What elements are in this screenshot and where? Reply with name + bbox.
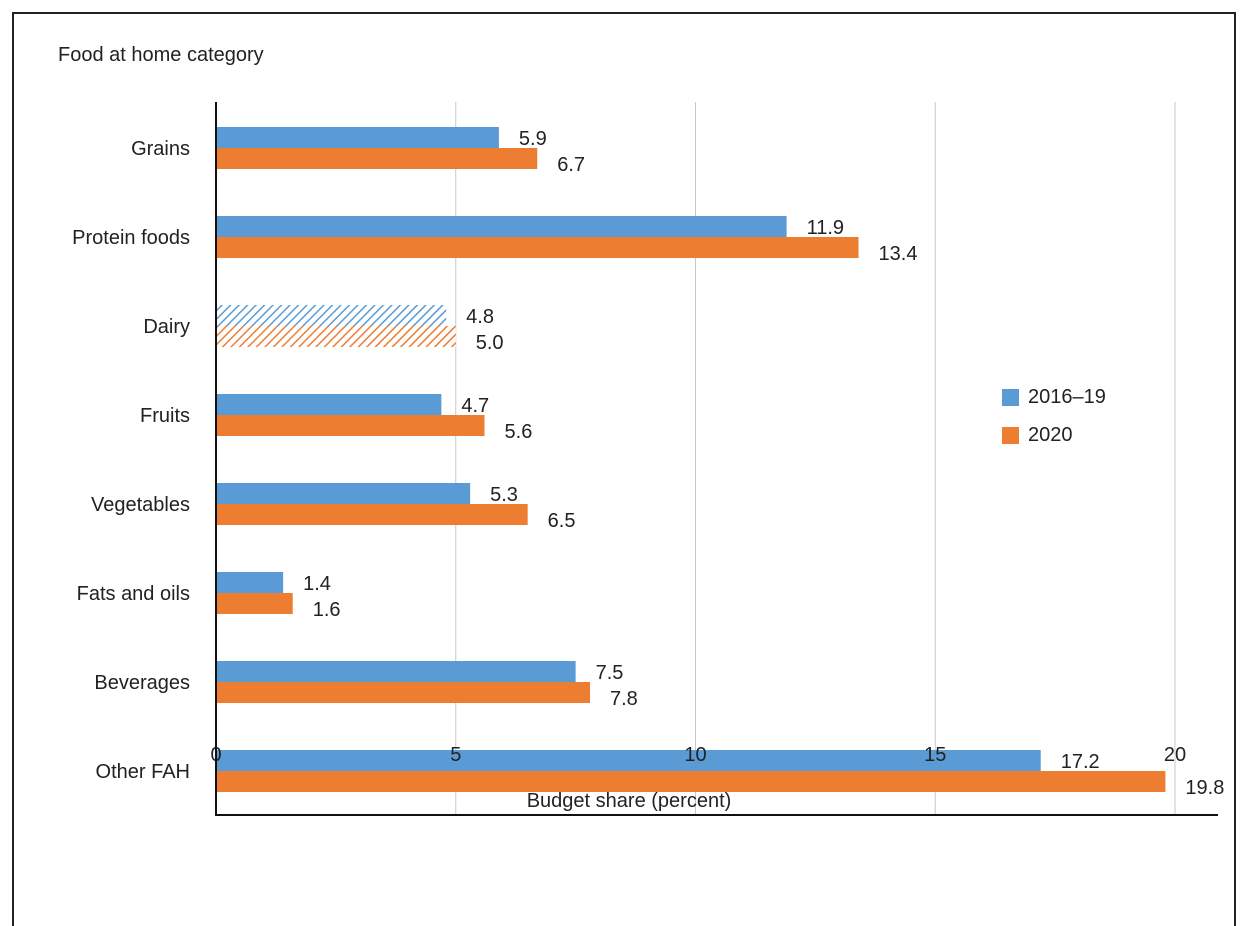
x-tick-label: 20	[1164, 744, 1186, 766]
chart-title: Food at home category	[58, 44, 264, 66]
category-label-dairy: Dairy	[143, 316, 190, 338]
bar-2016-19-fats-and-oils	[217, 572, 284, 593]
legend-label-2016-19: 2016–19	[1028, 385, 1106, 408]
legend-swatch-2016-19	[1002, 388, 1019, 406]
category-label-grains: Grains	[131, 138, 190, 160]
data-label-2016-19-other-fah: 17.2	[1061, 751, 1100, 773]
data-label-2016-19-vegetables: 5.3	[490, 484, 518, 506]
data-label-2016-19-grains: 5.9	[519, 128, 547, 150]
bar-2020-other-fah	[217, 771, 1166, 792]
legend-item-2020: 2020	[1002, 422, 1106, 448]
data-label-2016-19-beverages: 7.5	[596, 662, 624, 684]
bar-2016-19-protein-foods	[217, 216, 787, 237]
bar-2020-protein-foods	[217, 237, 859, 258]
data-label-2020-beverages: 7.8	[610, 688, 638, 710]
chart-frame	[12, 12, 1236, 926]
bar-2020-vegetables	[217, 504, 528, 525]
data-label-2020-other-fah: 19.8	[1185, 777, 1224, 799]
data-label-2020-fruits: 5.6	[505, 421, 533, 443]
bar-2016-19-grains	[217, 127, 499, 148]
legend-label-2020: 2020	[1028, 423, 1073, 446]
bar-2016-19-dairy	[217, 305, 447, 326]
x-tick-label: 15	[924, 744, 946, 766]
bar-2016-19-beverages	[217, 661, 576, 682]
bar-2016-19-other-fah	[217, 750, 1041, 771]
legend: 2016–19 2020	[1002, 384, 1106, 460]
bar-2020-grains	[217, 148, 538, 169]
data-label-2016-19-fruits: 4.7	[461, 395, 489, 417]
x-tick-label: 10	[684, 744, 706, 766]
bar-2020-beverages	[217, 682, 591, 703]
data-label-2020-dairy: 5.0	[476, 332, 504, 354]
bar-2016-19-fruits	[217, 394, 442, 415]
category-label-vegetables: Vegetables	[91, 494, 190, 516]
category-label-beverages: Beverages	[94, 672, 190, 694]
category-label-fats-and-oils: Fats and oils	[77, 583, 190, 605]
category-label-other-fah: Other FAH	[96, 761, 190, 783]
category-label-fruits: Fruits	[140, 405, 190, 427]
legend-item-2016-19: 2016–19	[1002, 384, 1106, 410]
data-label-2020-grains: 6.7	[557, 154, 585, 176]
data-label-2016-19-protein-foods: 11.9	[807, 217, 844, 239]
x-axis-title: Budget share (percent)	[526, 790, 732, 812]
bar-2020-fats-and-oils	[217, 593, 293, 614]
data-label-2016-19-dairy: 4.8	[466, 306, 494, 328]
data-label-2016-19-fats-and-oils: 1.4	[303, 573, 331, 595]
data-label-2020-fats-and-oils: 1.6	[313, 599, 341, 621]
data-label-2020-protein-foods: 13.4	[879, 243, 918, 265]
category-label-protein-foods: Protein foods	[72, 227, 190, 249]
legend-swatch-2020	[1002, 426, 1019, 444]
bar-2020-dairy	[217, 326, 456, 347]
x-tick-label: 5	[450, 744, 461, 766]
bar-2016-19-vegetables	[217, 483, 471, 504]
data-label-2020-vegetables: 6.5	[548, 510, 576, 532]
bar-2020-fruits	[217, 415, 485, 436]
